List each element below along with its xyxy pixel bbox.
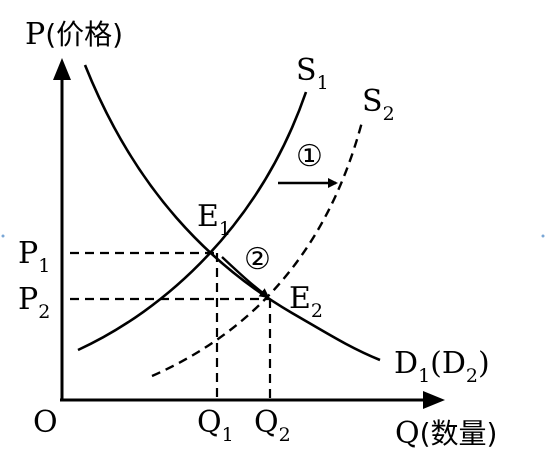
x-axis-label: Q(数量) (395, 416, 497, 451)
demand-label: D1(D2) (394, 346, 490, 387)
q1-label: Q1 (197, 405, 234, 446)
e2-label: E2 (289, 281, 323, 322)
marker-2: ② (244, 242, 271, 277)
demand-move-arrow (221, 256, 270, 299)
p1-label: P1 (18, 236, 50, 277)
edge-dot-right (541, 234, 545, 238)
s1-label: S1 (296, 53, 329, 94)
s2-label: S2 (362, 84, 395, 125)
demand-curve (83, 64, 381, 362)
marker-1: ① (296, 139, 323, 174)
p2-label: P2 (18, 282, 50, 323)
supply-curve-s2 (151, 121, 364, 378)
x-axis-arrow-icon (423, 391, 445, 409)
origin-label: O (33, 405, 58, 440)
q2-label: Q2 (254, 405, 291, 446)
supply-curve-s1 (77, 91, 308, 352)
edge-dot-left (1, 234, 5, 238)
y-axis-arrow-icon (53, 58, 71, 80)
y-axis-label: P(价格) (25, 17, 123, 52)
e1-label: E1 (197, 199, 231, 240)
